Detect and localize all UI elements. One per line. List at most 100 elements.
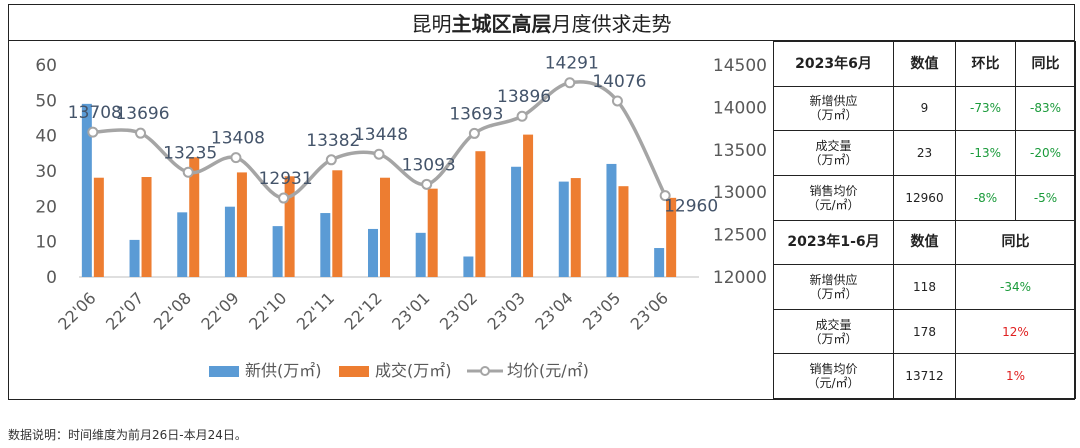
row-yoy: -34%	[955, 264, 1076, 310]
header-cell: 2023年6月	[773, 41, 894, 87]
point-avg-price	[87, 126, 99, 138]
y-right-tick-label: 13000	[713, 183, 767, 203]
x-tick-label: 23'02	[436, 288, 481, 333]
data-label-avg-price: 13693	[449, 104, 503, 124]
y-right-tick-label: 13500	[713, 141, 767, 161]
data-label-avg-price: 13408	[211, 129, 265, 149]
row-yoy: -20%	[1015, 130, 1076, 176]
bar-transaction	[189, 157, 200, 277]
header-cell: 同比	[1015, 41, 1076, 87]
bar-new-supply	[558, 181, 569, 277]
table-row: 销售均价 （元/㎡） 12960 -8% -5%	[773, 174, 1076, 221]
row-label: 销售均价 （元/㎡）	[773, 174, 894, 221]
table-row: 成交量 （万㎡） 178 12%	[773, 308, 1076, 355]
x-tick-label: 22'06	[54, 288, 99, 333]
point-avg-price	[230, 152, 242, 164]
table-row: 新增供应 （万㎡） 9 -73% -83%	[773, 85, 1076, 132]
x-tick-label: 23'05	[579, 288, 624, 333]
point-avg-price	[421, 178, 433, 190]
chart-svg: 0 10 20 30 40 50 60 12000 12500 13000 13500 14000 14…	[35, 54, 767, 380]
y-right-tick-label: 14000	[713, 98, 767, 118]
bar-transaction	[236, 172, 247, 277]
header-cell: 数值	[893, 219, 956, 266]
header-cell: 环比	[955, 41, 1016, 87]
header-cell: 2023年1-6月	[773, 219, 894, 266]
row-value: 13712	[893, 353, 956, 399]
bar-transaction	[570, 178, 581, 277]
legend-marker-avg-price	[480, 366, 490, 376]
chart-frame: 昆明 主城区高层 月度供求走势 0 10 20 30 40 50 60 12000 12500 130…	[8, 4, 1076, 400]
bar-transaction	[666, 197, 677, 277]
header-cell: 数值	[893, 41, 956, 87]
row-yoy: 1%	[955, 353, 1076, 399]
point-avg-price	[468, 127, 480, 139]
y-right-tick-label: 14500	[713, 56, 767, 76]
data-label-avg-price: 13093	[402, 155, 456, 175]
point-avg-price	[659, 190, 671, 202]
data-label-avg-price: 13448	[354, 125, 408, 145]
row-label: 新增供应 （万㎡）	[773, 264, 894, 310]
x-tick-label: 22'09	[197, 288, 242, 333]
x-tick-label: 22'07	[102, 288, 147, 333]
point-avg-price	[325, 154, 337, 166]
bar-transaction	[427, 188, 438, 277]
point-avg-price	[611, 95, 623, 107]
x-tick-label: 23'03	[484, 288, 529, 333]
title-part-3: 月度供求走势	[551, 12, 672, 36]
row-yoy: -5%	[1015, 174, 1076, 221]
bar-transaction	[141, 177, 152, 277]
data-label-avg-price: 14076	[592, 72, 646, 92]
bar-new-supply	[224, 206, 235, 277]
y-right-tick-label: 12000	[713, 268, 767, 288]
y-left-tick-label: 30	[35, 162, 57, 182]
row-value: 9	[893, 85, 956, 132]
table-row: 销售均价 （元/㎡） 13712 1%	[773, 353, 1076, 399]
bar-new-supply	[368, 228, 378, 277]
row-mom: -13%	[955, 130, 1016, 176]
table-row: 新增供应 （万㎡） 118 -34%	[773, 264, 1076, 310]
x-tick-label: 22'11	[293, 288, 338, 333]
row-label: 新增供应 （万㎡）	[773, 85, 894, 132]
bar-new-supply	[272, 226, 283, 277]
point-avg-price	[135, 127, 147, 139]
bar-transaction	[332, 170, 343, 277]
x-tick-label: 22'12	[340, 288, 385, 333]
row-value: 23	[893, 130, 956, 176]
legend-swatch-transaction	[339, 366, 369, 377]
point-avg-price	[182, 166, 194, 178]
data-label-avg-price: 14291	[545, 54, 599, 74]
legend-label-avg-price: 均价(元/㎡)	[507, 361, 589, 380]
bar-new-supply	[606, 163, 617, 277]
table-header-month: 2023年6月 数值 环比 同比	[773, 41, 1076, 87]
bar-new-supply	[463, 256, 474, 277]
combo-chart: 0 10 20 30 40 50 60 12000 12500 13000 13500 14000 14…	[9, 41, 773, 399]
title-part-2: 主城区高层	[451, 12, 552, 36]
header-cell: 同比	[955, 219, 1076, 266]
bar-new-supply	[129, 239, 140, 277]
bar-transaction	[380, 177, 390, 277]
y-left-tick-label: 0	[46, 268, 57, 288]
bar-new-supply	[415, 232, 426, 277]
bar-transaction	[618, 186, 629, 277]
data-note: 数据说明：时间维度为前月26日-本月24日。	[8, 428, 247, 442]
legend-label-transaction: 成交(万㎡)	[375, 361, 452, 380]
table-row: 成交量 （万㎡） 23 -13% -20%	[773, 130, 1076, 176]
y-left-tick-label: 50	[35, 91, 57, 111]
bar-new-supply	[81, 103, 92, 277]
table-header-half-year: 2023年1-6月 数值 同比	[773, 219, 1076, 266]
bar-transaction	[93, 177, 104, 277]
point-avg-price	[516, 110, 528, 122]
data-label-avg-price: 13896	[497, 87, 551, 107]
bar-new-supply	[511, 166, 522, 277]
row-value: 118	[893, 264, 956, 310]
bar-new-supply	[177, 212, 188, 277]
bar-new-supply	[320, 213, 331, 277]
data-label-avg-price: 13708	[68, 103, 122, 123]
x-tick-label: 22'08	[150, 288, 195, 333]
legend-swatch-new-supply	[209, 366, 239, 377]
row-value: 12960	[893, 174, 956, 221]
y-right-tick-label: 12500	[713, 226, 767, 246]
point-avg-price	[373, 148, 385, 160]
x-tick-label: 23'01	[388, 288, 433, 333]
bar-transaction	[284, 176, 295, 277]
